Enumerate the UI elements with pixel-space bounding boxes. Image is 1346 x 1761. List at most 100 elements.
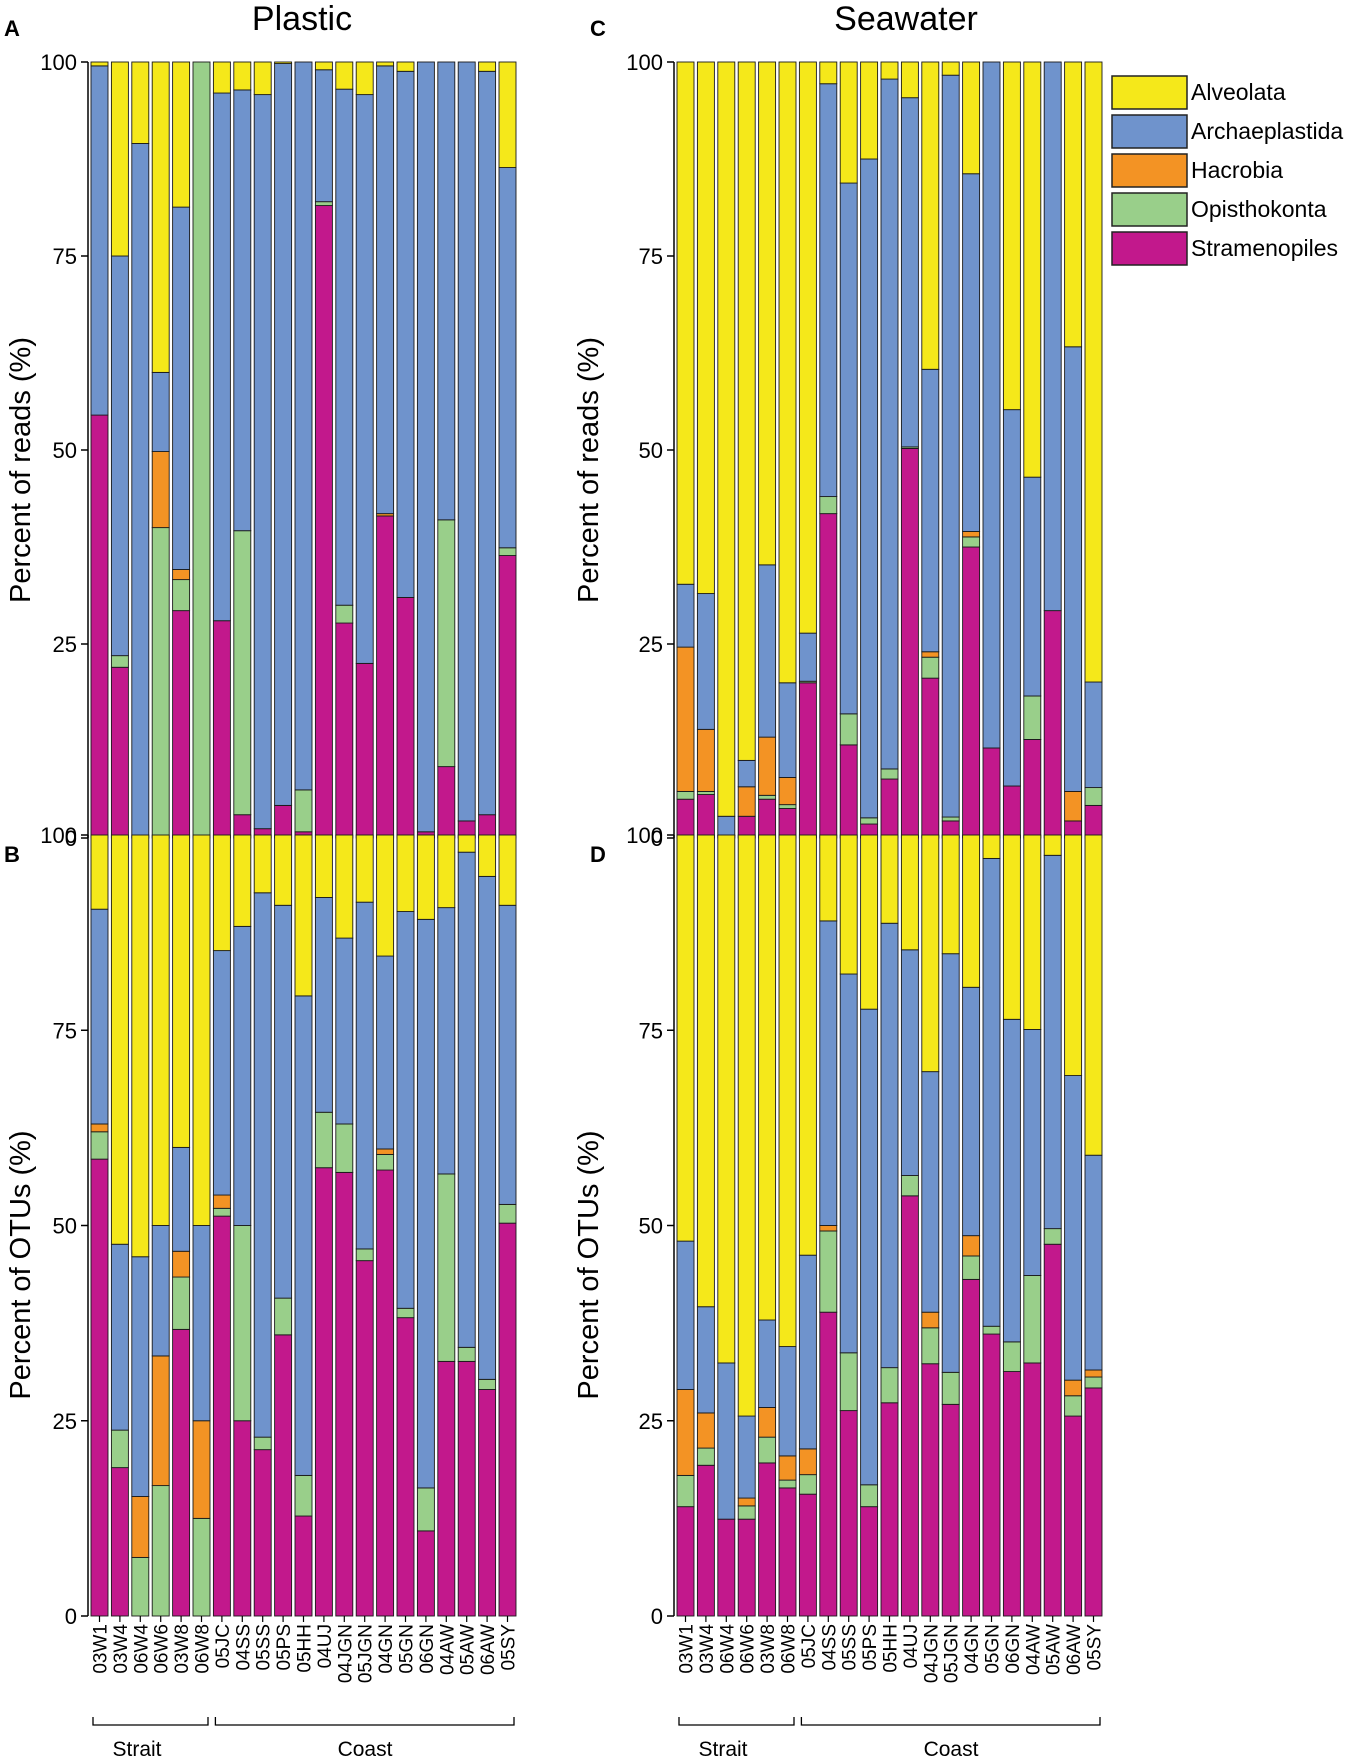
x-tick-label-05ps: 05PS: [274, 1624, 295, 1670]
bar-segment-hacrobia-03w8: [758, 1407, 777, 1438]
bar-segment-hacrobia-05sy: [1084, 1369, 1103, 1378]
bar-segment-archaeplastida-03w4: [110, 255, 129, 657]
bar-segment-alveolata-05ps: [274, 61, 293, 64]
bar-segment-archaeplastida-05ps: [274, 63, 293, 806]
bar-segment-alveolata-05jgn: [355, 61, 374, 96]
bar-segment-opisthokonta-04jgn: [335, 1123, 354, 1173]
bar-segment-stramenopiles-04ss: [819, 1311, 838, 1617]
x-tick-label-04aw: 04AW: [437, 1624, 458, 1675]
x-tick-label-04jgn: 04JGN: [335, 1624, 356, 1683]
bar-segment-stramenopiles-05hh: [880, 1402, 899, 1617]
bar-segment-stramenopiles-04uj: [900, 448, 919, 839]
bar-segment-hacrobia-04gn: [962, 1235, 981, 1257]
bar-segment-opisthokonta-03w8: [172, 1276, 191, 1330]
bar-segment-alveolata-03w4: [110, 834, 129, 1245]
bar-segment-stramenopiles-03w8: [172, 1328, 191, 1617]
bar-segment-opisthokonta-06w8: [778, 804, 797, 809]
bar-segment-opisthokonta-05sy: [1084, 1376, 1103, 1389]
bar-segment-opisthokonta-04uj: [314, 201, 333, 207]
bar-segment-opisthokonta-04aw: [1023, 1275, 1042, 1364]
bar-segment-alveolata-03w8: [758, 834, 777, 1321]
x-tick-label-04gn: 04GN: [962, 1624, 983, 1674]
bar-segment-hacrobia-04ss: [819, 1225, 838, 1232]
bar-segment-stramenopiles-03w4: [110, 666, 129, 839]
legend: Alveolata Archaeplastida Hacrobia Opisth…: [1111, 75, 1343, 266]
bar-segment-archaeplastida-05sy: [498, 167, 517, 549]
bar-segment-stramenopiles-05gn: [982, 1333, 1001, 1617]
bar-segment-opisthokonta-04ss: [819, 496, 838, 515]
bar-segment-alveolata-06w4: [717, 61, 736, 817]
bar-segment-stramenopiles-05jgn: [355, 1260, 374, 1617]
bar-segment-stramenopiles-06aw: [478, 814, 497, 839]
bar-segment-opisthokonta-05ss: [839, 1352, 858, 1412]
bar-segment-archaeplastida-06gn: [416, 918, 435, 1489]
bar-segment-opisthokonta-05jc: [798, 1474, 817, 1495]
bar-segment-opisthokonta-05ss: [253, 1436, 272, 1451]
bar-segment-alveolata-03w4: [696, 61, 715, 595]
y-tick-label: 0: [65, 826, 77, 851]
bar-segment-stramenopiles-06w4: [717, 1518, 736, 1617]
bar-segment-opisthokonta-03w4: [696, 790, 715, 795]
bar-segment-opisthokonta-05aw: [1043, 1228, 1062, 1245]
bar-segment-archaeplastida-03w8: [172, 206, 191, 570]
x-tick-label-06w4: 06W4: [717, 1624, 738, 1674]
panel-label-d: D: [590, 842, 606, 867]
bar-segment-alveolata-06w8: [778, 834, 797, 1348]
bar-segment-archaeplastida-05jgn: [355, 94, 374, 664]
bar-segment-archaeplastida-05sy: [498, 904, 517, 1205]
bar-segment-alveolata-06aw: [1064, 61, 1083, 348]
x-tick-label-05jgn: 05JGN: [942, 1624, 963, 1683]
bar-segment-stramenopiles-03w1: [90, 1158, 109, 1617]
x-tick-label-06gn: 06GN: [1003, 1624, 1024, 1674]
bar-segment-archaeplastida-05hh: [880, 922, 899, 1369]
y-tick-label: 75: [53, 1018, 77, 1043]
bar-segment-opisthokonta-04uj: [314, 1111, 333, 1169]
y-tick-label: 100: [626, 50, 663, 75]
bar-segment-hacrobia-06w6: [737, 786, 756, 817]
bar-segment-alveolata-06gn: [1002, 61, 1021, 411]
bar-segment-archaeplastida-03w8: [172, 1146, 191, 1252]
bar-segment-stramenopiles-03w4: [696, 794, 715, 839]
bar-segment-alveolata-04ss: [819, 834, 838, 922]
bar-segment-archaeplastida-06gn: [1002, 1018, 1021, 1343]
bar-segment-alveolata-06gn: [1002, 834, 1021, 1020]
bar-segment-stramenopiles-04jgn: [921, 1363, 940, 1617]
bar-segment-stramenopiles-04gn: [376, 1169, 395, 1617]
bar-segment-opisthokonta-04gn: [962, 536, 981, 548]
bar-segment-opisthokonta-05jc: [212, 1207, 231, 1217]
bar-segment-archaeplastida-04ss: [233, 89, 252, 532]
bar-segment-hacrobia-06aw: [1064, 1379, 1083, 1397]
bar-segment-opisthokonta-05hh: [294, 789, 313, 833]
bar-segment-opisthokonta-04jgn: [335, 604, 354, 624]
bar-segment-alveolata-05ps: [860, 834, 879, 1010]
bar-segment-stramenopiles-05ss: [839, 1410, 858, 1617]
bar-segment-opisthokonta-05aw: [457, 1346, 476, 1362]
bar-segment-alveolata-04uj: [314, 61, 333, 71]
bar-segment-alveolata-05aw: [1043, 834, 1062, 856]
group-label-coast-left: Coast: [338, 1738, 393, 1761]
x-tick-label-04jgn: 04JGN: [921, 1624, 942, 1683]
x-axis-seawater: 03W1 03W4 06W4 06W6 03W8 06W8 05JC 04SS 05SS 05PS…: [677, 1624, 1106, 1726]
x-tick-label-05hh: 05HH: [295, 1624, 316, 1673]
legend-swatch-archaeplastida: [1111, 114, 1188, 149]
bar-segment-opisthokonta-04ss: [233, 1225, 252, 1422]
bar-segment-stramenopiles-05sy: [498, 555, 517, 839]
bar-segment-stramenopiles-04jgn: [335, 1171, 354, 1617]
bar-segment-archaeplastida-06w6: [737, 1415, 756, 1499]
bar-segment-stramenopiles-05jc: [798, 682, 817, 839]
bar-segment-archaeplastida-06w4: [131, 1256, 150, 1497]
bar-segment-opisthokonta-05sy: [1084, 787, 1103, 806]
bar-segment-stramenopiles-03w1: [676, 1506, 695, 1617]
bar-segment-opisthokonta-05gn: [982, 1325, 1001, 1335]
bar-segment-opisthokonta-05ps: [860, 1484, 879, 1508]
bar-segment-stramenopiles-05ss: [253, 1449, 272, 1617]
group-bracket-coast: [214, 1717, 515, 1726]
bar-segment-stramenopiles-05aw: [1043, 610, 1062, 839]
bar-segment-archaeplastida-05sy: [1084, 681, 1103, 789]
bar-segment-opisthokonta-06w8: [778, 1479, 797, 1489]
bar-segment-alveolata-04ss: [233, 61, 252, 91]
column-title-plastic: Plastic: [252, 0, 352, 38]
bar-segment-alveolata-06w4: [131, 61, 150, 144]
legend-swatch-alveolata: [1111, 75, 1188, 110]
bar-segment-archaeplastida-05ps: [860, 1008, 879, 1486]
